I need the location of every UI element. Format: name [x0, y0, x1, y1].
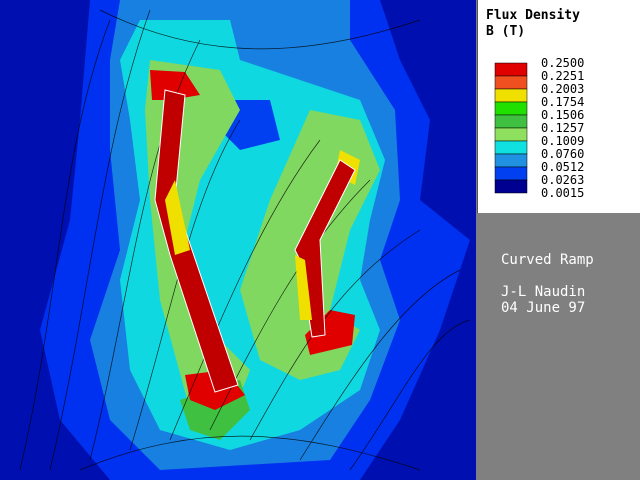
field-hotspot	[305, 310, 355, 355]
legend-label: 0.1754	[541, 95, 584, 109]
info-title: Curved Ramp	[501, 252, 594, 268]
legend-swatch	[494, 140, 528, 155]
legend-label: 0.2251	[541, 69, 584, 83]
info-author: J-L Naudin	[501, 284, 586, 300]
info-panel: Curved Ramp J-L Naudin 04 June 97	[477, 214, 640, 480]
legend-scale: 0.25000.22510.20030.17540.15060.12570.10…	[494, 56, 584, 200]
legend-label: 0.1506	[541, 108, 584, 122]
legend-swatch	[494, 114, 528, 129]
legend-label: 0.0015	[541, 186, 584, 200]
legend-label: 0.0263	[541, 173, 584, 187]
legend-label: 0.2003	[541, 82, 584, 96]
legend-swatch	[494, 101, 528, 116]
field-plot	[0, 0, 476, 480]
magnet-left	[154, 89, 239, 393]
legend-swatch	[494, 179, 528, 194]
legend-unit: B (T)	[486, 24, 526, 39]
legend: Flux Density B (T) 0.2500 0.2251 0.2003 0.1…	[477, 0, 640, 213]
legend-swatch	[494, 62, 528, 77]
legend-label: 0.2500	[541, 56, 584, 70]
magnet-right-section	[295, 255, 312, 320]
legend-swatch	[494, 153, 528, 168]
legend-label: 0.0760	[541, 147, 584, 161]
magnet-right	[294, 159, 356, 338]
magnet-left-section	[165, 180, 190, 255]
legend-label: 0.1009	[541, 134, 584, 148]
legend-label: 0.0512	[541, 160, 584, 174]
info-date: 04 June 97	[501, 300, 586, 316]
legend-swatch	[494, 166, 528, 181]
legend-swatch	[494, 75, 528, 90]
legend-swatch	[494, 88, 528, 103]
legend-title: Flux Density	[486, 8, 580, 23]
legend-swatch	[494, 127, 528, 142]
field-hotspot	[150, 70, 200, 100]
legend-label: 0.1257	[541, 121, 584, 135]
